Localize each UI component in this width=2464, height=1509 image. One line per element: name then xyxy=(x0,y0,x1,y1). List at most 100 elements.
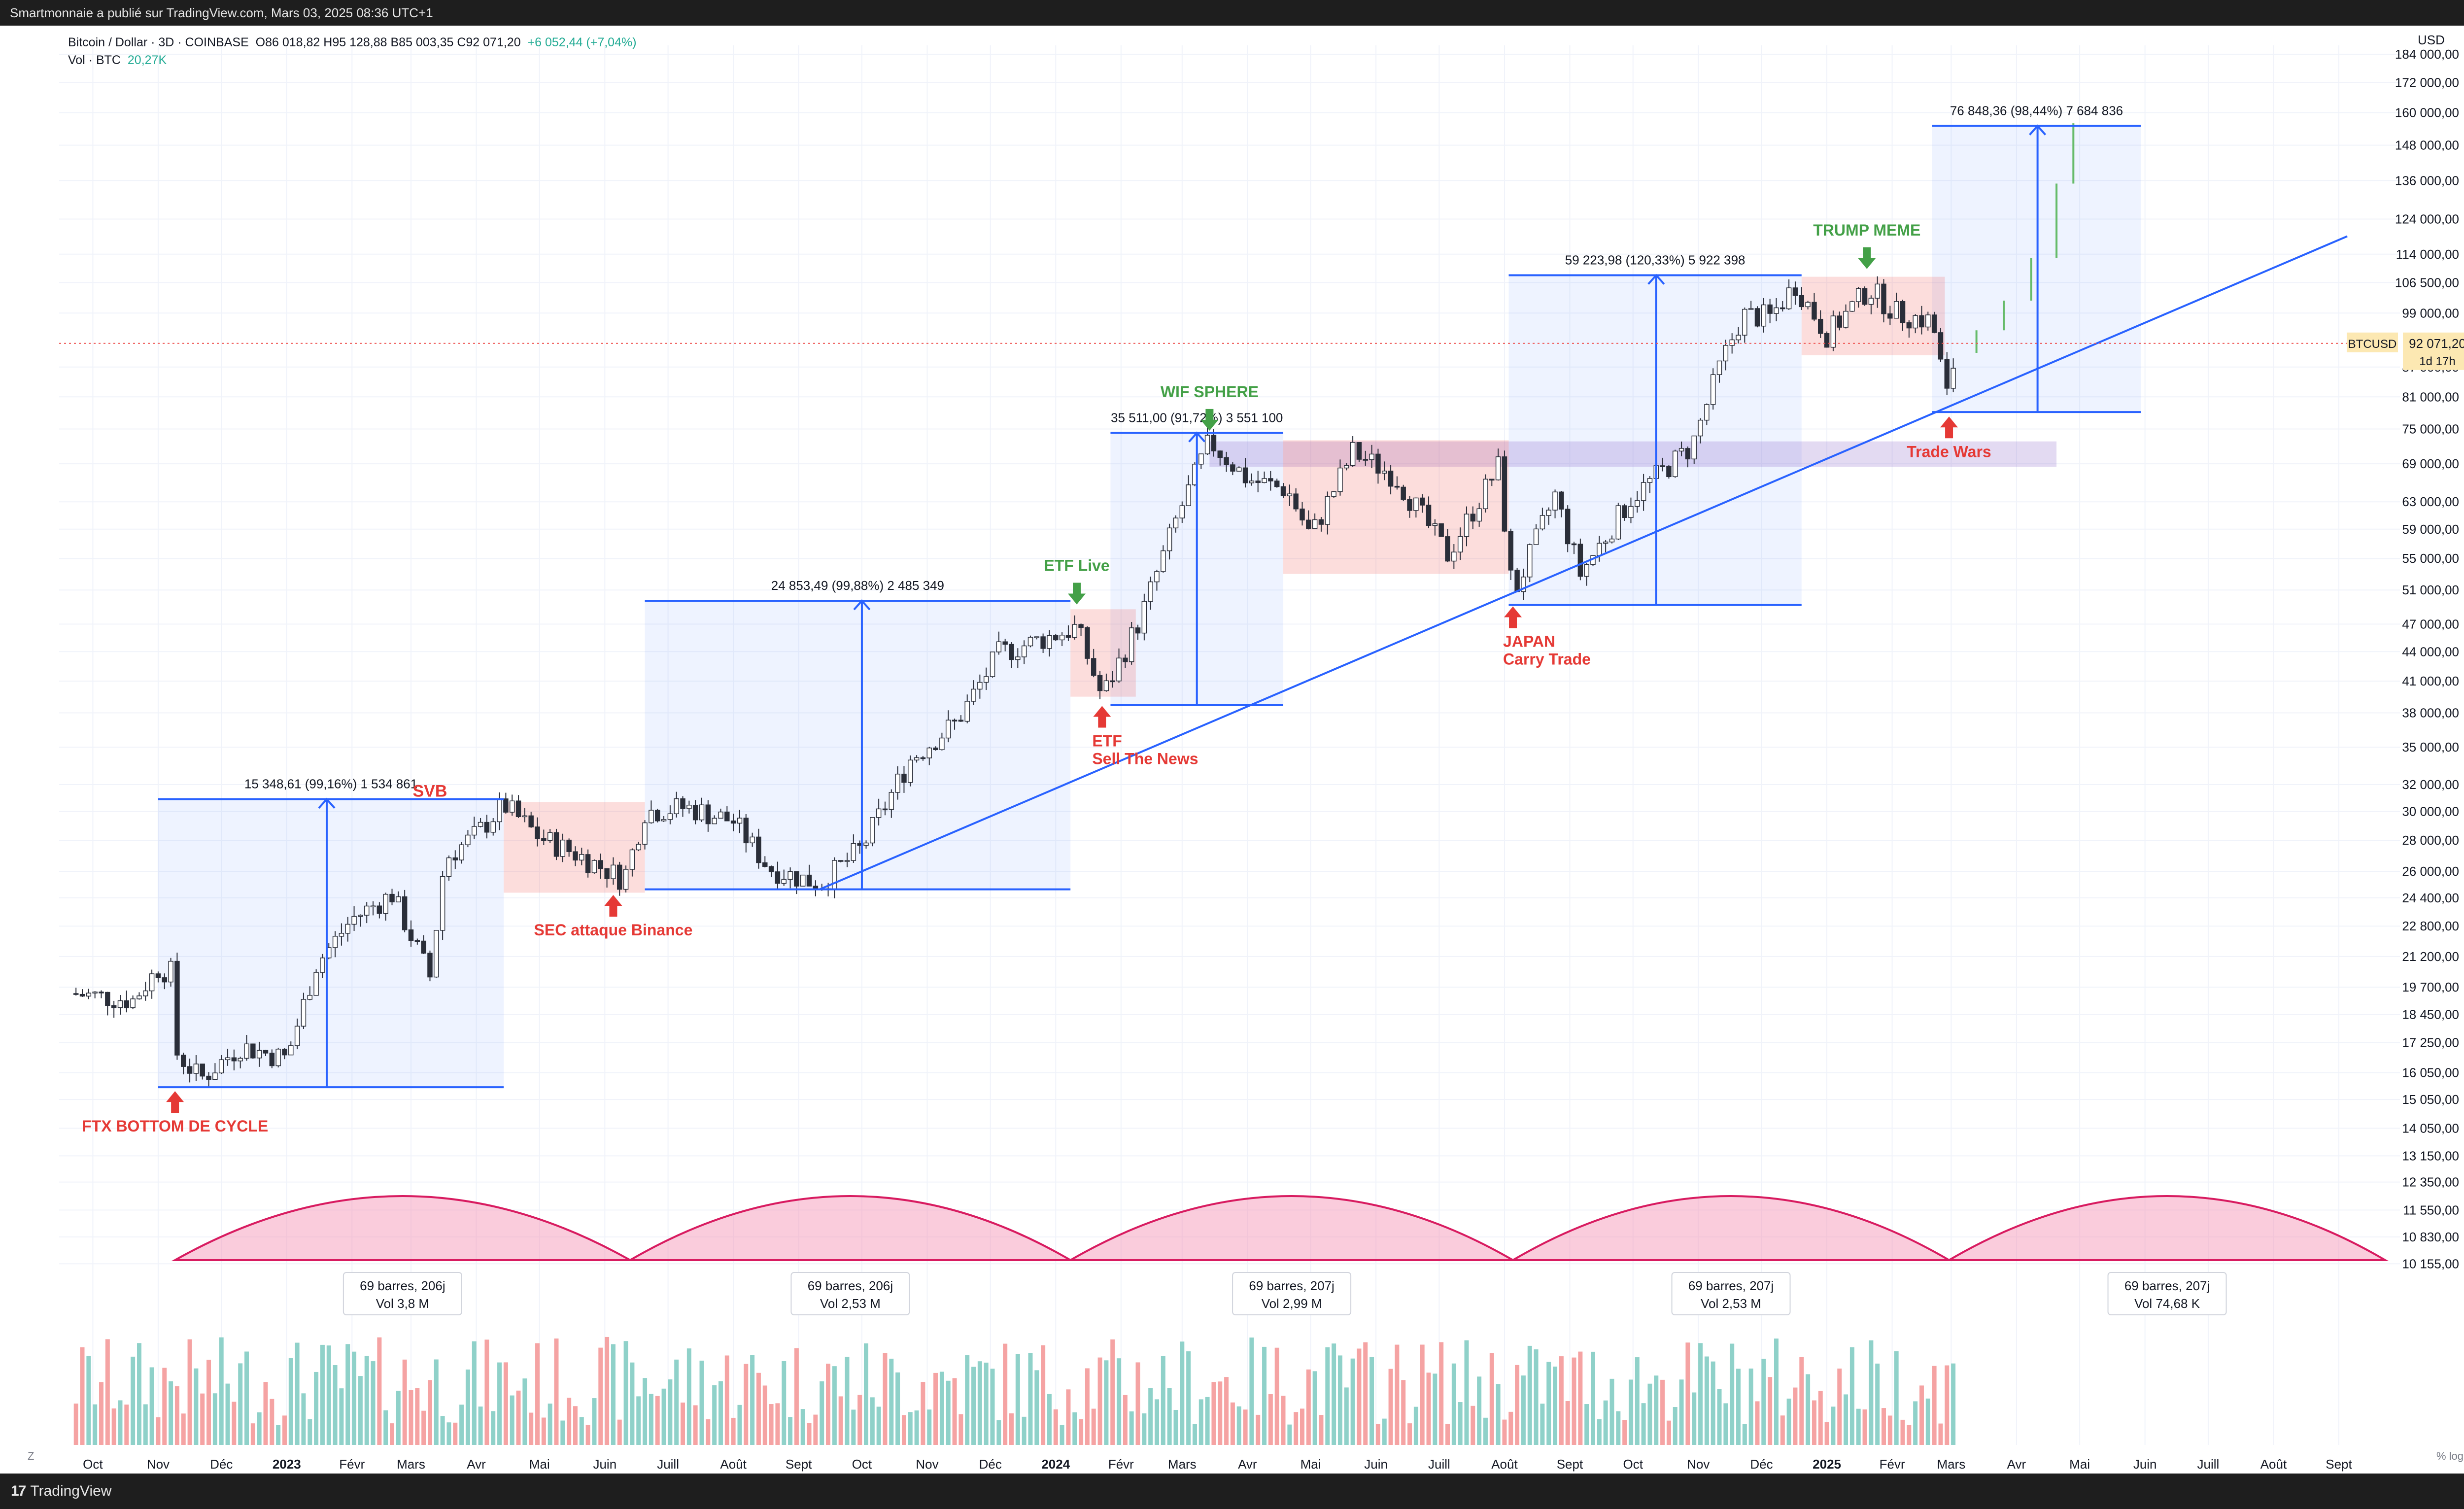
candle-body xyxy=(79,994,85,997)
volume-bar xyxy=(762,1385,767,1445)
volume-bar xyxy=(1022,1416,1027,1445)
volume-bar xyxy=(377,1337,382,1445)
volume-bar xyxy=(1337,1355,1342,1445)
volume-bar xyxy=(1350,1358,1355,1445)
volume-bar xyxy=(1502,1419,1507,1445)
volume-bar xyxy=(952,1378,957,1445)
legend-change: +6 052,44 (+7,04%) xyxy=(527,35,637,49)
volume-bar xyxy=(1824,1422,1829,1445)
candle-body xyxy=(294,1026,300,1046)
candle-body xyxy=(427,953,433,978)
candle-body xyxy=(1438,523,1444,537)
volume-bar xyxy=(1104,1360,1109,1445)
volume-bar xyxy=(137,1343,141,1445)
volume-bar xyxy=(383,1410,388,1445)
candle-body xyxy=(256,1050,262,1059)
candle-body xyxy=(364,905,370,916)
cycle-arc xyxy=(1945,1195,2389,1261)
candle-body xyxy=(376,905,382,914)
event-label: Sell The News xyxy=(1092,750,1198,767)
x-tick-label: Oct xyxy=(852,1457,872,1472)
y-tick-label: 19 700,00 xyxy=(2402,980,2459,995)
volume-bar xyxy=(1332,1343,1336,1445)
chart-panel[interactable]: 10 155,00 10 830,00 11 550,00 12 350,00 13 1… xyxy=(0,26,2464,1474)
volume-bar xyxy=(434,1359,439,1445)
candle-body xyxy=(509,800,515,813)
volume-bar xyxy=(529,1412,534,1445)
volume-bar xyxy=(1925,1398,1930,1445)
candle-body xyxy=(1173,517,1179,529)
candle-body xyxy=(692,805,698,821)
candle-body xyxy=(1830,315,1836,348)
candle-body xyxy=(1047,635,1052,649)
volume-bar xyxy=(1477,1376,1482,1445)
zoom-button[interactable]: Z xyxy=(28,1450,34,1462)
candle-body xyxy=(629,849,635,870)
volume-bar xyxy=(1597,1419,1602,1445)
volume-bar xyxy=(1173,1409,1178,1445)
volume-bar xyxy=(402,1359,407,1445)
volume-bar xyxy=(301,1393,306,1445)
candle-body xyxy=(168,960,173,983)
candle-body xyxy=(200,1063,205,1077)
price-chart[interactable]: 10 155,00 10 830,00 11 550,00 12 350,00 13 1… xyxy=(0,26,2464,1474)
volume-bar xyxy=(131,1356,136,1445)
volume-bar xyxy=(415,1388,420,1445)
event-arrow-up-icon xyxy=(1940,416,1958,439)
volume-bar xyxy=(1515,1365,1520,1445)
volume-bar xyxy=(908,1412,913,1445)
y-tick-label: 51 000,00 xyxy=(2402,583,2459,597)
volume-bar xyxy=(1887,1415,1892,1445)
axis-currency[interactable]: USD xyxy=(2418,33,2445,47)
volume-bar xyxy=(598,1347,603,1445)
volume-bar xyxy=(1730,1343,1735,1445)
candle-body xyxy=(1040,636,1046,649)
volume-bar xyxy=(1565,1401,1570,1445)
candle-body xyxy=(1792,287,1798,296)
candle-body xyxy=(1673,450,1678,478)
y-tick-label: 30 000,00 xyxy=(2402,804,2459,819)
candle-body xyxy=(806,874,812,887)
volume-bar xyxy=(390,1423,395,1445)
volume-bar xyxy=(750,1355,755,1445)
x-tick-label: Avr xyxy=(467,1457,486,1472)
candle-body xyxy=(490,821,496,833)
candle-body xyxy=(472,826,477,836)
volume-bar xyxy=(914,1410,919,1445)
candle-body xyxy=(1774,307,1779,314)
candle-body xyxy=(1337,467,1343,492)
volume-bar xyxy=(794,1348,799,1445)
candle-body xyxy=(1065,635,1071,638)
volume-bar xyxy=(1192,1424,1197,1445)
candle-body xyxy=(1678,448,1684,452)
candle-body xyxy=(1457,536,1463,552)
candle-body xyxy=(1009,644,1014,660)
y-tick-label: 59 000,00 xyxy=(2402,522,2459,537)
candle-body xyxy=(945,720,951,739)
volume-bar xyxy=(446,1422,451,1445)
candle-body xyxy=(383,893,388,914)
cycle-volume: Vol 3,8 M xyxy=(376,1296,429,1311)
volume-bar xyxy=(674,1359,679,1445)
measure-arrow-head xyxy=(2029,124,2047,136)
candle-body xyxy=(1249,480,1255,483)
candle-body xyxy=(99,992,104,994)
volume-bar xyxy=(1072,1412,1077,1445)
candle-body xyxy=(724,811,730,822)
volume-bar xyxy=(933,1372,938,1445)
y-tick-label: 21 200,00 xyxy=(2402,949,2459,964)
x-tick-label: Mars xyxy=(1937,1457,1965,1472)
volume-bar xyxy=(820,1381,824,1445)
volume-bar xyxy=(244,1351,249,1445)
volume-bar xyxy=(364,1356,369,1445)
measure-arrow-head xyxy=(1188,431,1206,443)
candle-body xyxy=(1546,510,1551,516)
candle-body xyxy=(756,836,761,863)
volume-bar xyxy=(1034,1370,1039,1445)
log-scale-button[interactable]: % log xyxy=(2436,1450,2464,1462)
x-tick-label: Avr xyxy=(1238,1457,1257,1472)
candle-body xyxy=(1300,508,1305,521)
x-tick-label: Oct xyxy=(1623,1457,1643,1472)
volume-bar xyxy=(1603,1400,1608,1445)
volume-bar xyxy=(1079,1419,1084,1445)
